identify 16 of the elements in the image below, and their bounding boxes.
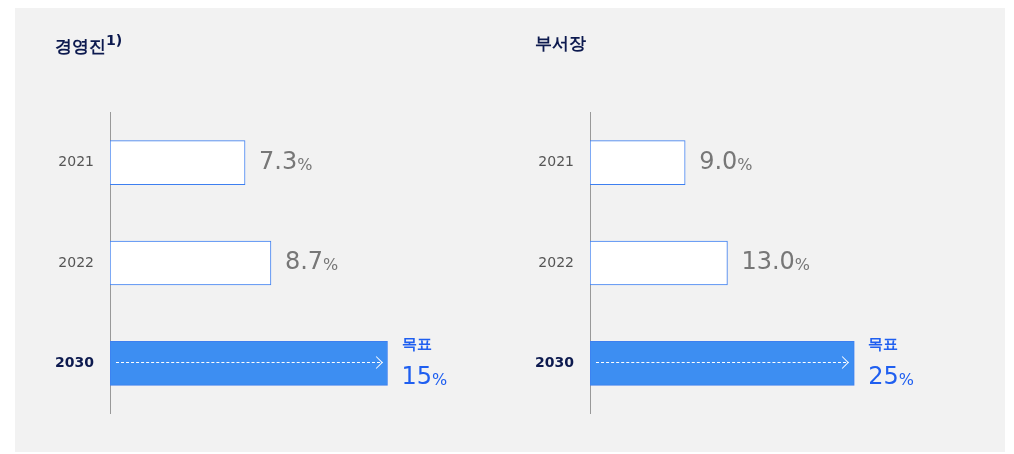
chart-title: 부서장 (535, 32, 586, 55)
data-label: 7.3% (259, 146, 313, 175)
data-label: 25% (868, 361, 915, 390)
y-tick-label: 2021 (58, 153, 94, 170)
data-label: 9.0% (699, 146, 753, 175)
annotation: 목표 (868, 335, 899, 354)
y-tick-label: 2030 (535, 354, 575, 371)
chart-title: 경영진$^{1)}$ (55, 32, 123, 58)
data-label: 13.0% (741, 247, 811, 276)
annotation: 목표 (401, 335, 432, 354)
y-tick-label: 2022 (538, 253, 574, 270)
y-tick-label: 2021 (538, 153, 574, 170)
y-tick-label: 2022 (58, 253, 94, 270)
data-label: 8.7% (284, 247, 339, 276)
y-tick-label: 2030 (55, 354, 95, 371)
data-label: 15% (401, 361, 448, 390)
